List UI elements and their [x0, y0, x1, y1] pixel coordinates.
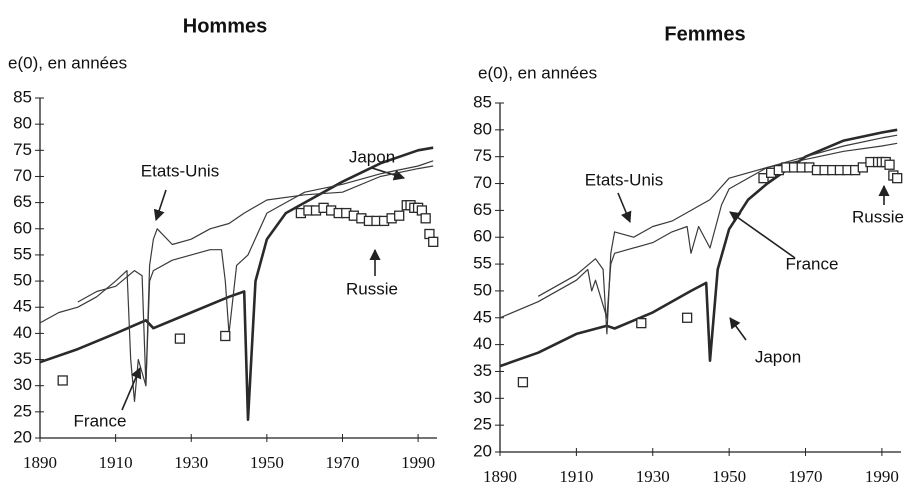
series-label: Japon — [755, 347, 801, 366]
data-point — [57, 375, 68, 386]
series-label: Russie — [346, 279, 398, 298]
y-tick-label: 65 — [13, 192, 32, 211]
y-tick-label: 80 — [473, 119, 492, 138]
label-arrow — [617, 192, 632, 224]
series-label: France — [786, 254, 839, 273]
series-label: Russie — [852, 207, 904, 226]
y-tick-label: 75 — [473, 146, 492, 165]
label-arrow — [729, 211, 796, 259]
y-tick-label: 65 — [473, 200, 492, 219]
y-tick-label: 70 — [13, 166, 32, 185]
series-label: Japon — [349, 147, 395, 166]
data-point — [220, 330, 231, 342]
y-tick-label: 20 — [473, 441, 492, 460]
label-arrow — [153, 189, 167, 222]
data-point — [758, 173, 769, 184]
label-arrow — [121, 366, 142, 411]
data-point — [636, 317, 647, 329]
y-tick-label: 60 — [13, 218, 32, 237]
data-point — [681, 312, 693, 323]
data-line — [499, 134, 898, 319]
y-tick-label: 30 — [473, 388, 492, 407]
y-tick-label: 20 — [13, 427, 32, 446]
y-tick-label: 85 — [13, 87, 32, 106]
x-tick-label: 1950 — [712, 467, 746, 486]
data-line — [77, 165, 434, 387]
y-tick-label: 50 — [473, 280, 492, 299]
y-tick-label: 75 — [13, 140, 32, 159]
y-tick-label: 55 — [13, 244, 32, 263]
x-tick-label: 1930 — [636, 467, 670, 486]
series-label: France — [74, 411, 127, 430]
data-line — [537, 142, 898, 335]
x-tick-label: 1910 — [99, 453, 133, 472]
data-point — [892, 173, 903, 184]
chart-title: Hommes — [183, 15, 267, 37]
x-tick-label: 1970 — [325, 453, 359, 472]
data-point — [857, 162, 868, 173]
data-line — [39, 146, 434, 421]
y-tick-label: 70 — [473, 173, 492, 192]
y-tick-label: 30 — [13, 375, 32, 394]
series-label: Etats-Unis — [141, 161, 219, 180]
data-point — [174, 333, 186, 344]
data-line — [499, 128, 898, 368]
x-tick-label: 1930 — [174, 453, 208, 472]
x-tick-label: 1910 — [559, 467, 593, 486]
y-tick-label: 25 — [13, 401, 32, 420]
y-tick-label: 45 — [13, 297, 32, 316]
y-tick-label: 85 — [473, 92, 492, 111]
x-tick-label: 1890 — [483, 467, 517, 486]
label-arrow — [371, 167, 406, 181]
x-tick-label: 1890 — [23, 453, 57, 472]
x-tick-label: 1950 — [250, 453, 284, 472]
y-tick-label: 45 — [473, 307, 492, 326]
x-tick-label: 1990 — [401, 453, 435, 472]
y-tick-label: 40 — [13, 323, 32, 342]
y-tick-label: 35 — [13, 349, 32, 368]
label-arrow — [729, 317, 747, 341]
y-tick-label: 50 — [13, 271, 32, 290]
y-tick-label: 55 — [473, 254, 492, 273]
chart-title: Femmes — [664, 23, 745, 45]
y-tick-label: 25 — [473, 415, 492, 434]
data-point — [394, 210, 405, 221]
data-point — [884, 159, 895, 170]
y-tick-label: 35 — [473, 361, 492, 380]
x-tick-label: 1990 — [865, 467, 899, 486]
y-tick-label: 80 — [13, 114, 32, 133]
x-tick-label: 1970 — [789, 467, 823, 486]
series-label: Etats-Unis — [585, 170, 663, 189]
y-tick-label: 60 — [473, 227, 492, 246]
data-point — [428, 236, 439, 247]
data-point — [420, 213, 431, 224]
y-axis-label: e(0), en années — [478, 63, 597, 82]
y-axis-label: e(0), en années — [8, 53, 127, 72]
y-tick-label: 40 — [473, 334, 492, 353]
data-point — [517, 377, 529, 388]
